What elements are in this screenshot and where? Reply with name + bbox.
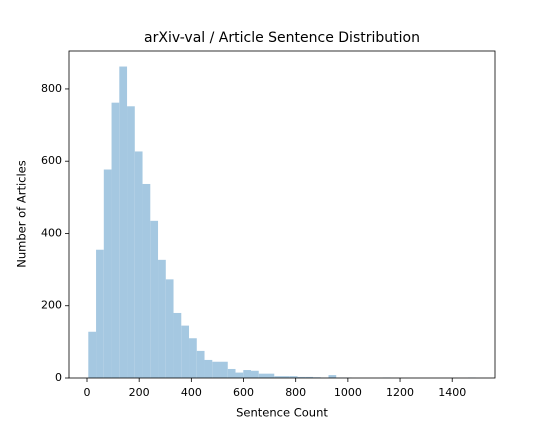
bar [142, 183, 151, 378]
y-tick-label: 200 [41, 299, 62, 312]
bar [282, 376, 290, 378]
bar [266, 373, 275, 378]
bar [119, 66, 128, 378]
bar [173, 312, 182, 378]
bar [220, 361, 228, 378]
bar [111, 102, 120, 378]
bar [196, 350, 205, 378]
bar [243, 370, 252, 378]
bar [227, 368, 236, 378]
y-tick-label: 400 [41, 226, 62, 239]
chart-title: arXiv-val / Article Sentence Distributio… [144, 30, 420, 46]
bar [235, 372, 244, 378]
bar [204, 359, 213, 378]
bar [289, 376, 298, 378]
x-tick-label: 0 [84, 386, 91, 399]
x-axis-label: Sentence Count [236, 406, 328, 420]
y-tick-label: 600 [41, 154, 62, 167]
y-tick-label: 0 [55, 371, 62, 384]
x-tick-label: 400 [181, 386, 202, 399]
bar [165, 279, 174, 378]
x-tick-label: 1200 [386, 386, 414, 399]
x-tick-label: 200 [129, 386, 150, 399]
bar [212, 361, 221, 378]
plot-frame [68, 50, 496, 379]
bar [96, 249, 104, 378]
bar [103, 169, 112, 378]
bar [258, 373, 267, 378]
x-tick-label: 1000 [334, 386, 362, 399]
bar [328, 375, 337, 378]
bar [297, 376, 306, 378]
bar [189, 338, 197, 378]
y-tick-label: 800 [41, 82, 62, 95]
bar [251, 370, 259, 378]
bar [134, 151, 143, 378]
bar [274, 376, 282, 378]
x-tick-label: 1400 [438, 386, 466, 399]
bar [181, 325, 190, 378]
x-tick-label: 600 [233, 386, 254, 399]
bar [158, 259, 166, 378]
bar [150, 220, 159, 378]
x-tick-label: 800 [285, 386, 306, 399]
bar [305, 376, 313, 378]
bar [127, 106, 135, 379]
y-axis-label: Number of Articles [15, 160, 29, 267]
bar [88, 331, 97, 378]
